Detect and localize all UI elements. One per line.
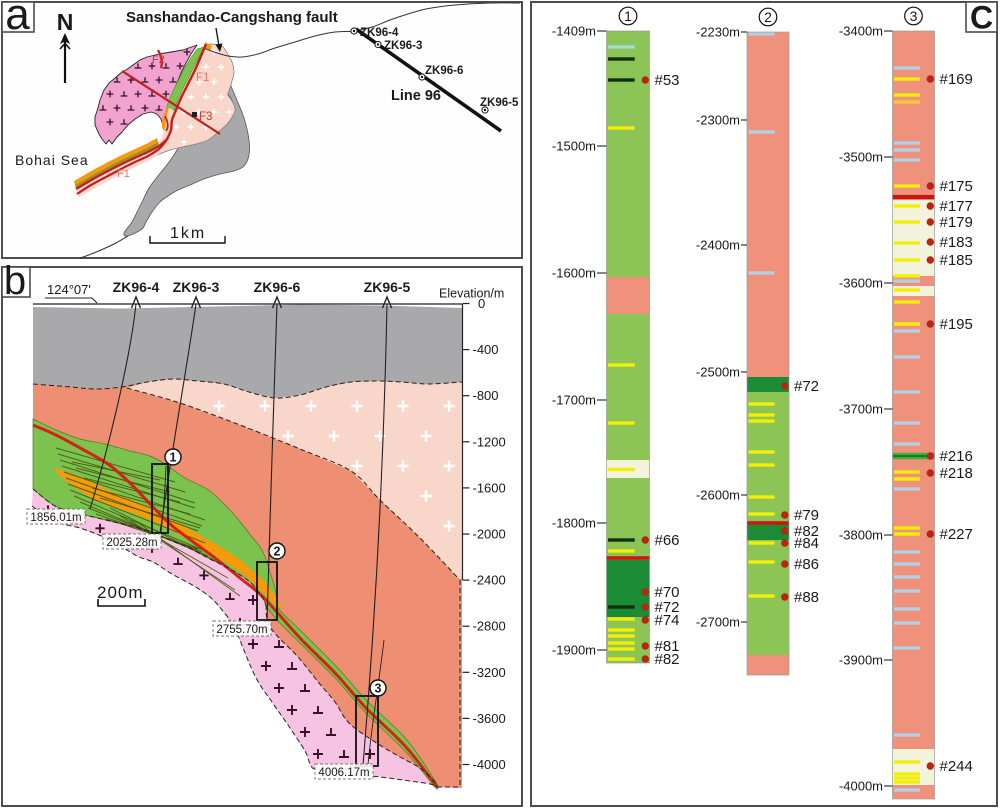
svg-text:-1700m: -1700m [552,393,596,408]
svg-text:4006.17m: 4006.17m [318,767,369,779]
svg-text:3: 3 [375,682,382,696]
svg-text:#183: #183 [940,234,973,251]
svg-text:-3600: -3600 [473,711,506,726]
svg-text:#70: #70 [655,584,680,601]
svg-text:124°07': 124°07' [47,282,91,297]
svg-text:-3700m: -3700m [839,402,883,417]
svg-text:Line 96: Line 96 [391,88,441,104]
svg-text:1: 1 [170,451,177,465]
svg-text:#53: #53 [655,72,680,89]
svg-text:#72: #72 [794,378,819,395]
svg-text:#177: #177 [940,198,973,215]
svg-text:a: a [5,0,30,39]
svg-text:-2600m: -2600m [696,488,740,503]
svg-text:-2300m: -2300m [696,113,740,128]
svg-text:#84: #84 [794,535,819,552]
svg-text:F1: F1 [196,72,209,84]
svg-text:#179: #179 [940,214,973,231]
svg-text:2: 2 [274,545,281,559]
svg-text:#88: #88 [794,589,819,606]
svg-text:#218: #218 [940,465,973,482]
svg-text:ZK96-4: ZK96-4 [360,27,399,39]
svg-text:-2500m: -2500m [696,365,740,380]
svg-text:-3400m: -3400m [839,24,883,39]
svg-text:#79: #79 [794,507,819,524]
svg-text:-1600: -1600 [473,480,506,495]
svg-text:-400: -400 [473,342,499,357]
svg-text:-1200: -1200 [473,434,506,449]
svg-text:#72: #72 [655,599,680,616]
svg-text:2025.28m: 2025.28m [106,537,157,549]
svg-text:2755.70m: 2755.70m [216,624,267,636]
svg-text:-800: -800 [473,388,499,403]
svg-text:-3200: -3200 [473,665,506,680]
svg-text:3: 3 [910,8,918,24]
svg-text:ZK96-3: ZK96-3 [173,279,220,295]
svg-text:#66: #66 [655,532,680,549]
svg-text:ZK96-3: ZK96-3 [384,40,422,52]
svg-text:-3800m: -3800m [839,528,883,543]
svg-text:ZK96-6: ZK96-6 [254,279,301,295]
svg-text:ZK96-5: ZK96-5 [364,279,411,295]
svg-text:Elevation/m: Elevation/m [439,287,504,301]
svg-text:-1900m: -1900m [552,643,596,658]
svg-text:#227: #227 [940,526,973,543]
svg-text:#86: #86 [794,556,819,573]
svg-text:Sanshandao-Cangshang fault: Sanshandao-Cangshang fault [126,9,338,26]
svg-text:F3: F3 [199,111,212,123]
svg-text:#195: #195 [940,316,973,333]
svg-text:200m: 200m [97,583,144,602]
svg-text:F1: F1 [117,168,130,180]
svg-text:-2400m: -2400m [696,238,740,253]
svg-text:-1500m: -1500m [552,139,596,154]
svg-text:-3500m: -3500m [839,150,883,165]
svg-text:-1409m: -1409m [552,24,596,39]
svg-text:-1800m: -1800m [552,516,596,531]
svg-text:ZK96-6: ZK96-6 [425,65,463,77]
svg-text:#244: #244 [940,758,973,775]
svg-text:-3600m: -3600m [839,276,883,291]
svg-text:-2800: -2800 [473,619,506,634]
svg-text:-4000: -4000 [473,757,506,772]
svg-text:#175: #175 [940,178,973,195]
svg-text:#185: #185 [940,252,973,269]
svg-text:ZK96-5: ZK96-5 [480,97,519,109]
svg-text:ZK96-4: ZK96-4 [113,279,160,295]
svg-text:1km: 1km [170,225,206,242]
svg-text:b: b [4,259,26,303]
svg-text:-2000: -2000 [473,527,506,542]
svg-text:#82: #82 [655,651,680,668]
svg-text:F2: F2 [152,54,165,66]
svg-text:-3900m: -3900m [839,653,883,668]
svg-text:-2700m: -2700m [696,615,740,630]
svg-text:-2400: -2400 [473,573,506,588]
svg-text:#216: #216 [940,448,973,465]
svg-text:#169: #169 [940,71,973,88]
svg-text:-4000m: -4000m [839,779,883,794]
svg-text:C: C [970,0,993,36]
svg-text:N: N [57,9,74,35]
svg-text:#81: #81 [655,638,680,655]
svg-text:#74: #74 [655,612,680,629]
svg-text:-2230m: -2230m [696,25,740,40]
svg-text:1856.01m: 1856.01m [30,512,81,524]
svg-text:2: 2 [764,9,772,25]
svg-text:#82: #82 [794,523,819,540]
svg-text:-1600m: -1600m [552,266,596,281]
svg-text:1: 1 [624,8,632,24]
svg-text:0: 0 [478,296,485,311]
svg-text:Bohai Sea: Bohai Sea [15,152,89,168]
